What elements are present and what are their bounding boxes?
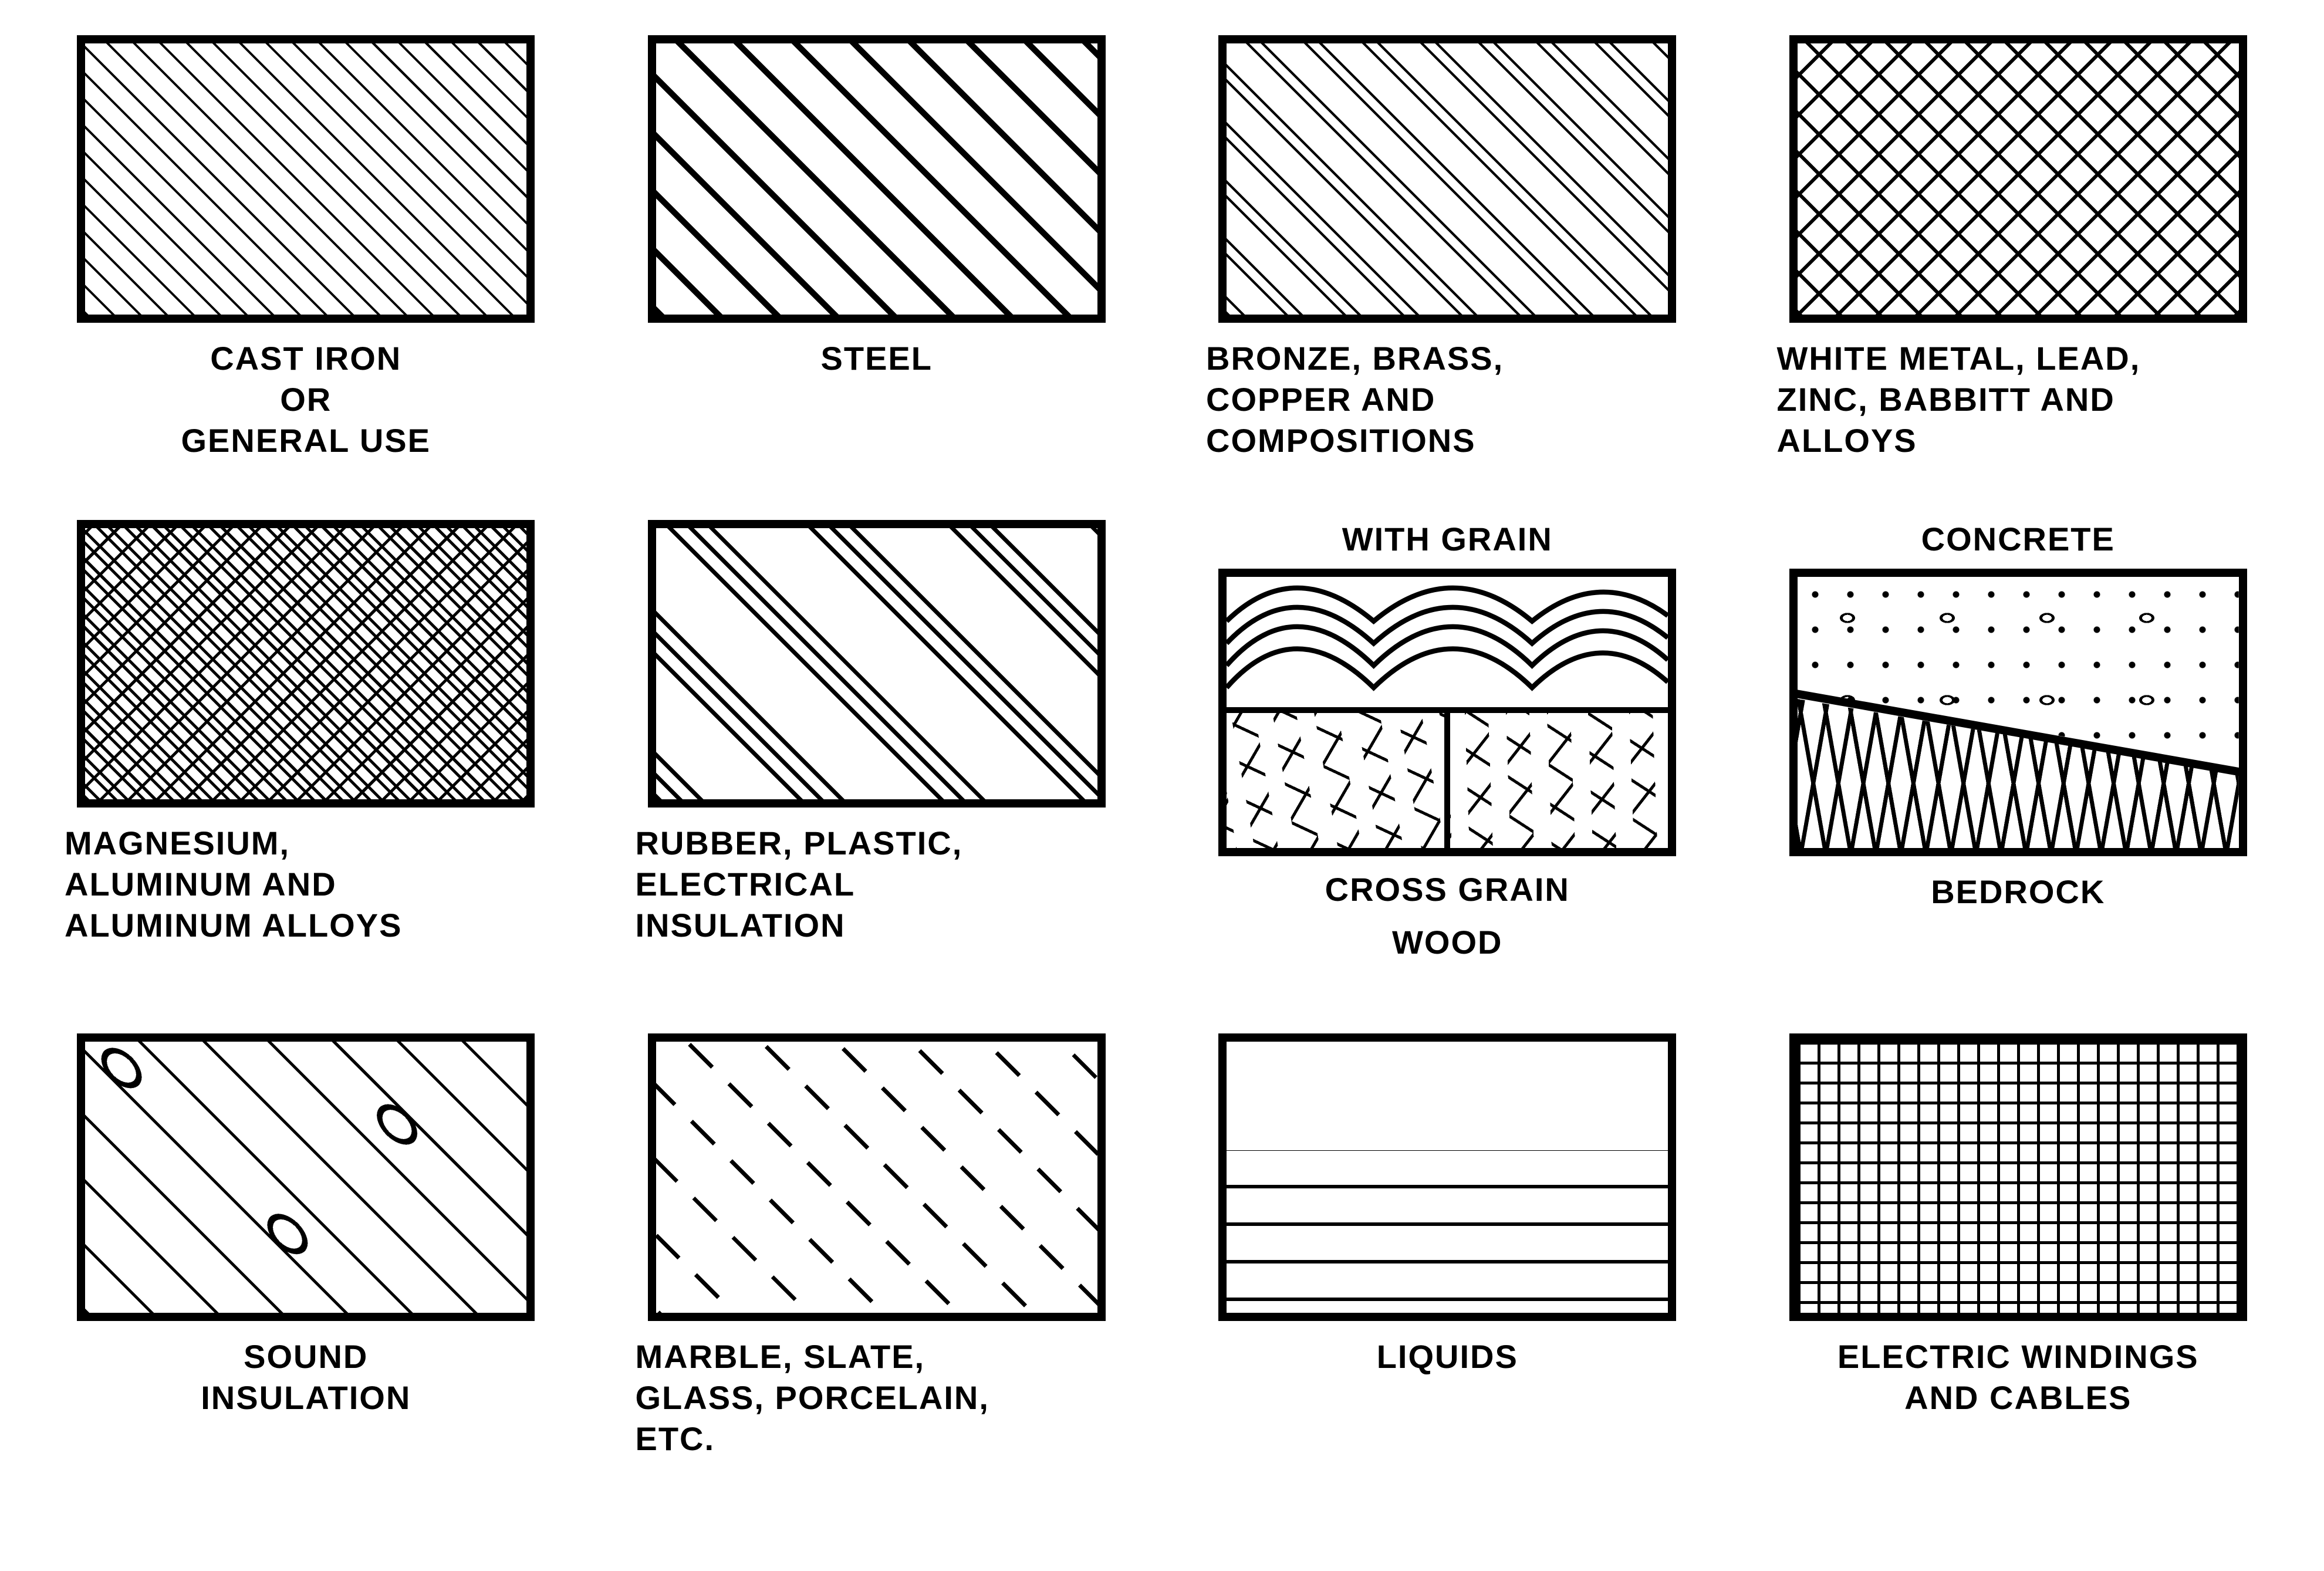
swatch-rubber — [648, 520, 1106, 808]
label-bedrock: BEDROCK — [1931, 871, 2105, 913]
label-concrete: CONCRETE — [1921, 520, 2115, 558]
cell-liquids: LIQUIDS — [1200, 1033, 1695, 1459]
cell-marble: MARBLE, SLATE, GLASS, PORCELAIN, ETC. — [630, 1033, 1124, 1459]
swatch-wood — [1218, 569, 1676, 856]
cell-steel: STEEL — [630, 35, 1124, 461]
label-steel: STEEL — [821, 338, 933, 379]
label-bronze: BRONZE, BRASS, COPPER AND COMPOSITIONS — [1206, 338, 1504, 461]
swatch-sound — [77, 1033, 535, 1321]
label-rubber: RUBBER, PLASTIC, ELECTRICAL INSULATION — [636, 823, 963, 946]
cell-bronze: BRONZE, BRASS, COPPER AND COMPOSITIONS — [1200, 35, 1695, 461]
label-wood-top: WITH GRAIN — [1342, 520, 1553, 558]
label-marble: MARBLE, SLATE, GLASS, PORCELAIN, ETC. — [636, 1336, 989, 1459]
label-wood-mid: CROSS GRAIN — [1325, 869, 1570, 910]
cell-cast-iron: CAST IRON OR GENERAL USE — [59, 35, 553, 461]
swatch-steel — [648, 35, 1106, 323]
label-electric: ELECTRIC WINDINGS AND CABLES — [1837, 1336, 2199, 1418]
label-sound: SOUND INSULATION — [201, 1336, 411, 1418]
wood-cross-grain — [1227, 707, 1668, 848]
cell-sound: SOUND INSULATION — [59, 1033, 553, 1459]
swatch-liquids — [1218, 1033, 1676, 1321]
wood-cross-left — [1227, 707, 1450, 848]
swatch-cast-iron — [77, 35, 535, 323]
label-white-metal: WHITE METAL, LEAD, ZINC, BABBITT AND ALL… — [1777, 338, 2141, 461]
hatch-symbols-chart: CAST IRON OR GENERAL USE STEEL BRONZE, B… — [0, 0, 2324, 1571]
swatch-white-metal — [1789, 35, 2247, 323]
swatch-marble — [648, 1033, 1106, 1321]
cell-wood: WITH GRAIN CRO — [1200, 520, 1695, 963]
label-liquids: LIQUIDS — [1377, 1336, 1518, 1377]
swatch-electric — [1789, 1033, 2247, 1321]
label-magnesium: MAGNESIUM, ALUMINUM AND ALUMINUM ALLOYS — [65, 823, 402, 946]
wood-grain-icon — [1227, 577, 1668, 707]
cell-concrete-bedrock: CONCRETE BEDROCK — [1771, 520, 2266, 963]
cell-electric: ELECTRIC WINDINGS AND CABLES — [1771, 1033, 2266, 1459]
cell-rubber: RUBBER, PLASTIC, ELECTRICAL INSULATION — [630, 520, 1124, 963]
cell-magnesium: MAGNESIUM, ALUMINUM AND ALUMINUM ALLOYS — [59, 520, 553, 963]
swatch-grid: CAST IRON OR GENERAL USE STEEL BRONZE, B… — [59, 35, 2265, 1495]
marble-hatch — [656, 1042, 1097, 1313]
wood-cross-right — [1450, 707, 1668, 848]
label-wood: WOOD — [1392, 922, 1502, 963]
swatch-concrete-bedrock — [1789, 569, 2247, 856]
label-cast-iron: CAST IRON OR GENERAL USE — [181, 338, 431, 461]
wood-with-grain — [1227, 577, 1668, 713]
swatch-magnesium — [77, 520, 535, 808]
swatch-bronze — [1218, 35, 1676, 323]
cell-white-metal: WHITE METAL, LEAD, ZINC, BABBITT AND ALL… — [1771, 35, 2266, 461]
